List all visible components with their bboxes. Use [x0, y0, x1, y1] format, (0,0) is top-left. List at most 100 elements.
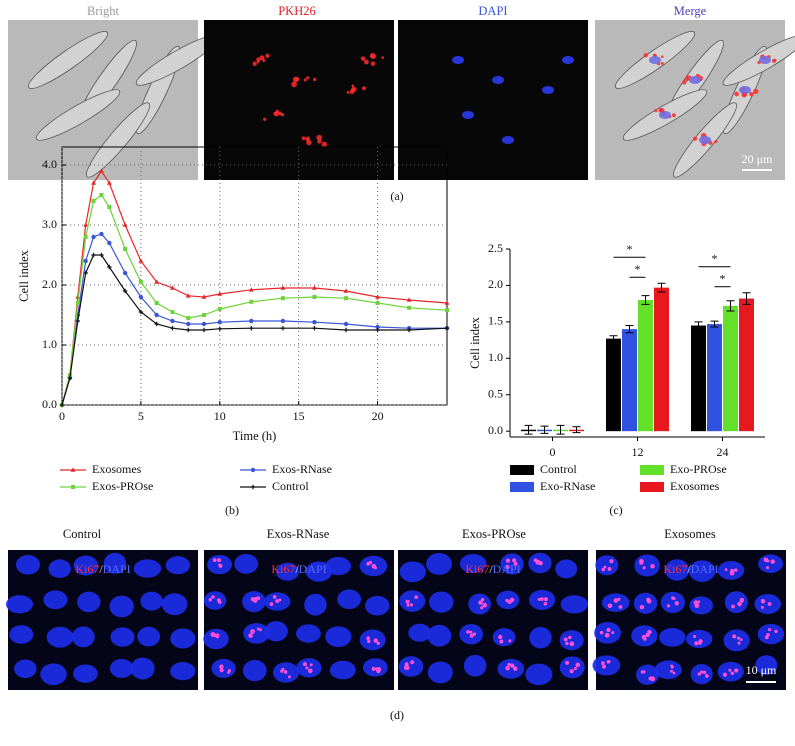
ki67-dot: [219, 664, 224, 669]
ki67-dot: [670, 664, 674, 668]
ki67-dot: [215, 635, 220, 639]
ki67-dot: [642, 670, 646, 674]
marker: [170, 310, 175, 314]
ki67-dot: [510, 663, 515, 668]
stain-part: Ki67: [75, 562, 99, 576]
marker: [170, 318, 175, 324]
panel-title: DAPI: [478, 4, 507, 18]
nucleus: [723, 629, 750, 652]
stain-part: Ki67: [663, 562, 687, 576]
ki67-dot: [371, 563, 377, 569]
nucleus: [452, 56, 464, 64]
dye-dot: [671, 113, 676, 118]
bar: [622, 329, 637, 432]
bar: [707, 324, 722, 432]
nucleus: [560, 595, 589, 614]
marker: [343, 321, 349, 327]
ki67-dot: [599, 630, 604, 635]
nucleus: [329, 660, 356, 680]
marker: [201, 321, 207, 327]
nucleus: [724, 591, 748, 614]
x-tick-label: 5: [138, 409, 144, 423]
marker: [406, 327, 412, 333]
y-tick-label: 3.0: [42, 217, 57, 231]
legend-label: Control: [272, 479, 309, 493]
ki67-dot: [538, 561, 543, 566]
nucleus: [203, 591, 227, 610]
legend-marker: [70, 467, 76, 472]
ki67-dot: [650, 564, 655, 569]
marker: [343, 288, 349, 293]
panel-label: (a): [390, 189, 403, 203]
micrograph: Ki67/DAPI: [398, 550, 589, 690]
marker: [312, 326, 317, 331]
ki67-dot: [609, 559, 614, 564]
nucleus: [109, 658, 134, 678]
series-line: [61, 254, 448, 406]
ki67-dot: [674, 601, 679, 606]
stain-label: Ki67/DAPI: [75, 562, 130, 576]
ki67-dot: [730, 671, 735, 676]
ki67-dot: [403, 665, 409, 670]
marker: [170, 285, 175, 290]
dye-dot: [259, 55, 265, 61]
nucleus: [492, 76, 504, 84]
ki67-dot: [607, 660, 611, 664]
marker: [375, 324, 380, 330]
stain-part: Ki67: [465, 562, 489, 576]
ki67-dot: [765, 566, 770, 570]
ki67-dot: [480, 597, 485, 602]
marker: [91, 252, 96, 258]
ki67-dot: [736, 636, 740, 640]
x-tick-label: 10: [214, 409, 226, 423]
ki67-dot: [731, 604, 735, 609]
stain-part: Ki67: [271, 562, 295, 576]
marker: [201, 327, 207, 333]
marker: [83, 222, 89, 227]
nucleus: [595, 555, 619, 576]
ki67-dot: [505, 598, 509, 603]
ki67-dot: [466, 630, 470, 634]
legend-label: Exosomes: [670, 479, 720, 493]
ki67-dot: [513, 666, 518, 671]
marker: [186, 321, 191, 327]
ki67-dot: [766, 559, 770, 563]
ki67-dot: [569, 641, 575, 647]
ki67-dot: [480, 606, 484, 610]
ki67-dot: [672, 596, 676, 601]
marker: [83, 258, 88, 264]
ki67-dot: [602, 664, 607, 669]
ki67-dot: [505, 564, 510, 570]
y-tick-label: 0.0: [42, 397, 57, 411]
x-tick-label: 15: [293, 409, 305, 423]
ki67-dot: [737, 641, 741, 645]
error-bar: [742, 292, 751, 305]
nucleus: [399, 590, 426, 612]
marker: [67, 375, 73, 381]
ki67-dot: [702, 670, 707, 675]
ki67-dot: [543, 597, 548, 602]
nucleus: [9, 625, 34, 644]
marker: [280, 296, 285, 301]
nucleus: [170, 628, 196, 649]
ki67-dot: [508, 639, 512, 643]
marker: [217, 307, 222, 311]
nucleus: [48, 559, 71, 579]
marker: [123, 247, 128, 251]
legend-label: Exo-RNase: [540, 479, 595, 493]
image-bg: [204, 20, 394, 180]
nucleus: [739, 86, 751, 94]
dye-dot: [734, 91, 740, 97]
ki67-dot: [499, 639, 504, 644]
ki67-dot: [376, 641, 380, 645]
ki67-dot: [697, 672, 701, 676]
nucleus: [500, 553, 524, 575]
ki67-dot: [256, 627, 260, 631]
ki67-dot: [373, 638, 378, 643]
marker: [375, 327, 380, 333]
ki67-dot: [732, 634, 737, 639]
y-tick-label: 0.0: [488, 423, 503, 437]
marker: [122, 288, 128, 294]
nucleus: [337, 589, 362, 610]
marker: [99, 231, 104, 237]
